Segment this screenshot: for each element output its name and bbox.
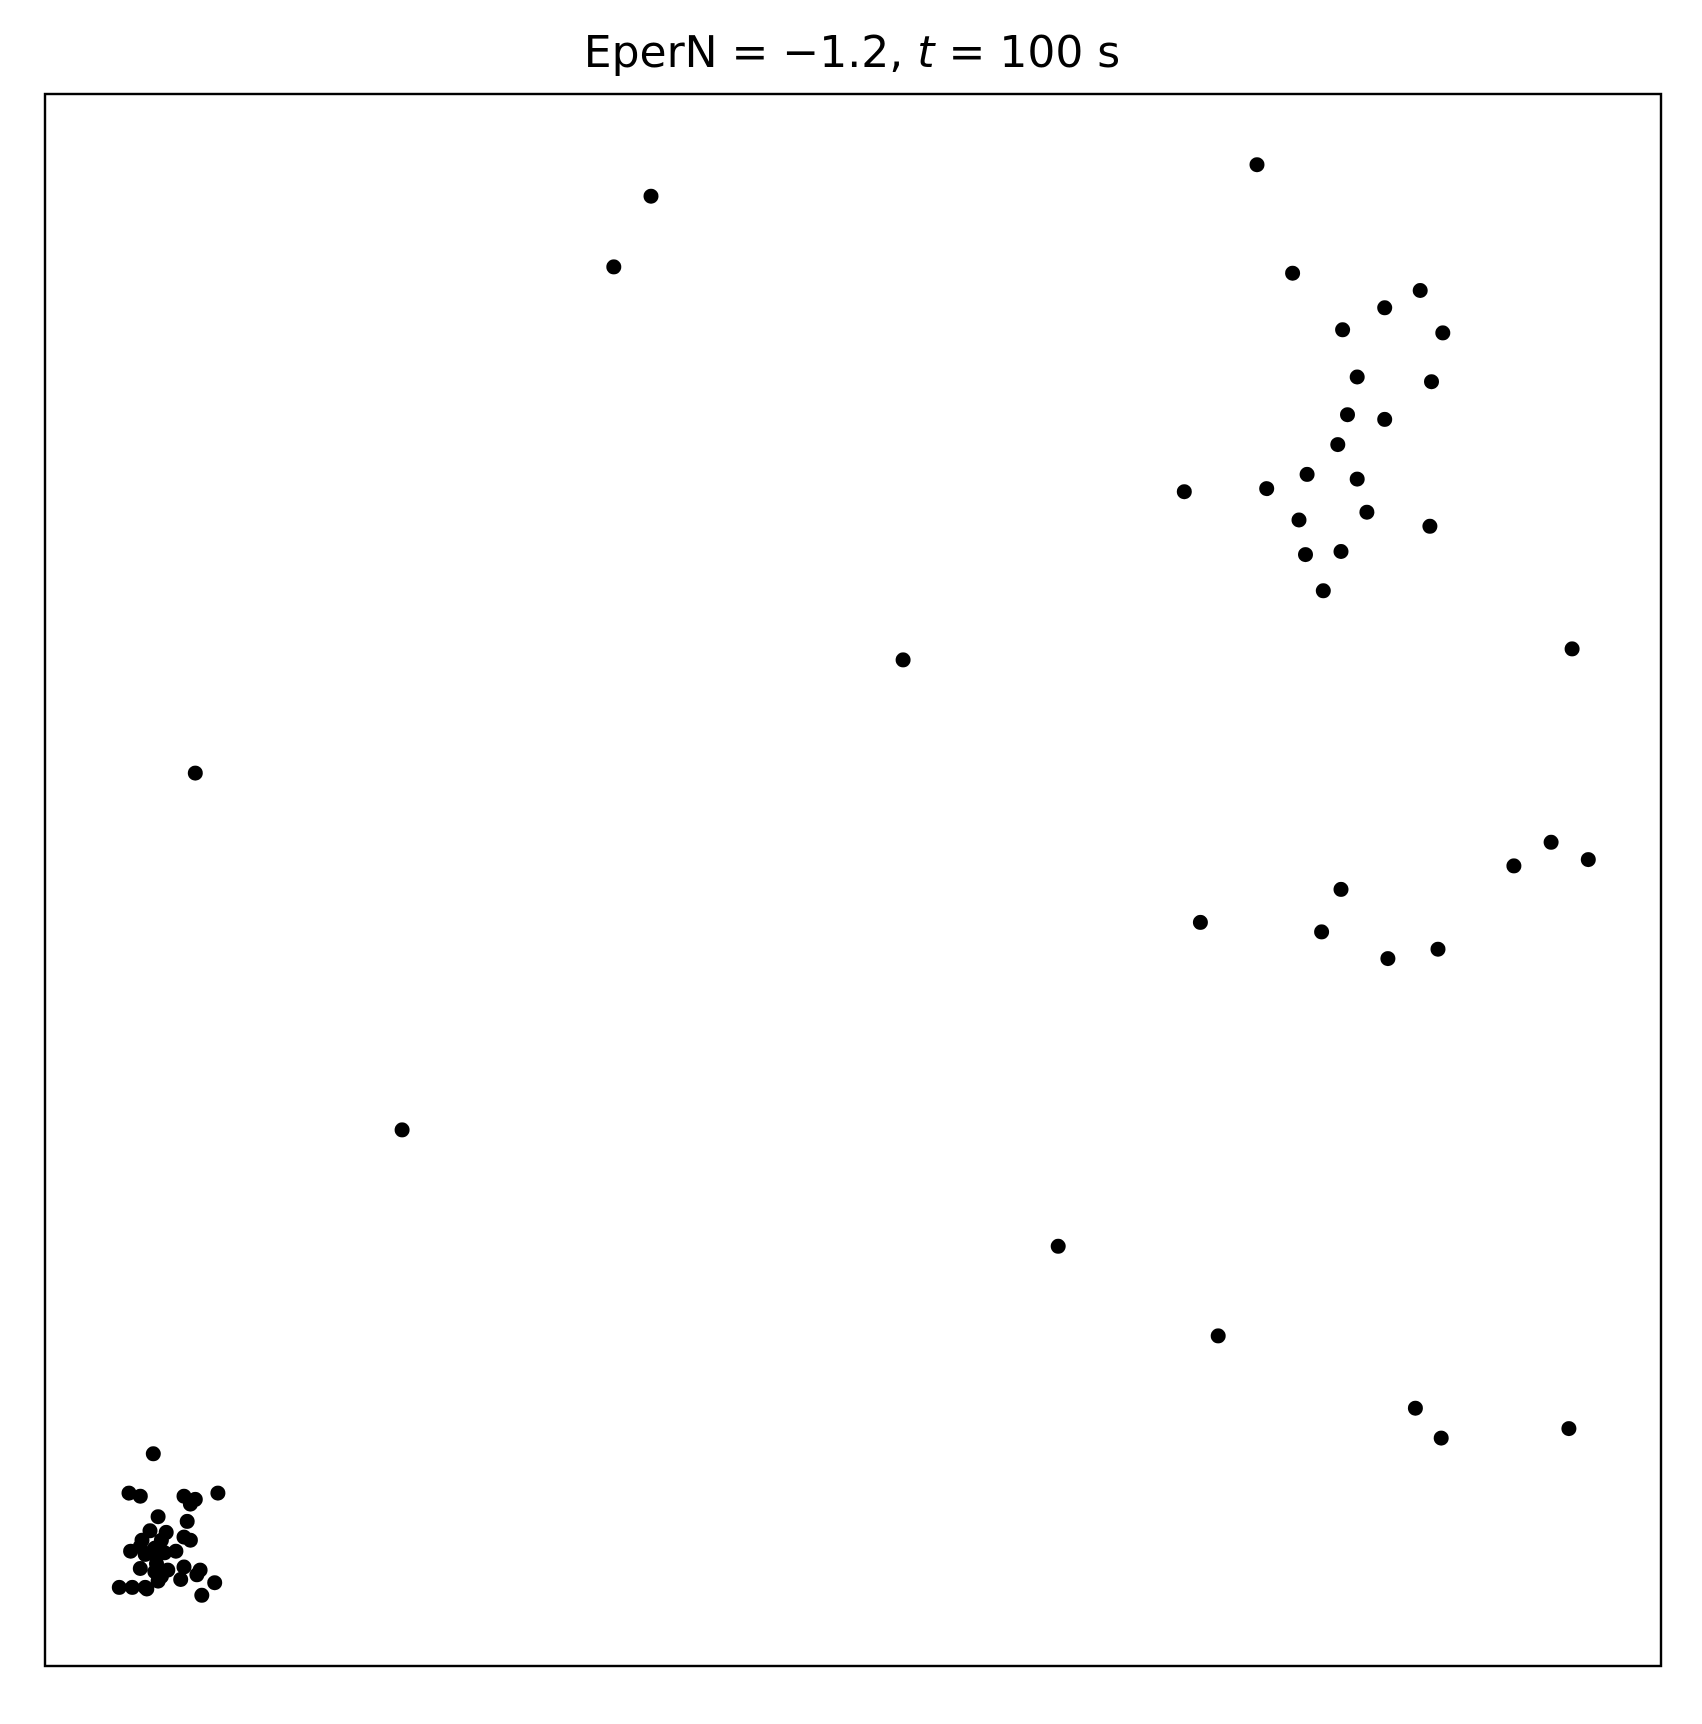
data-point-46 bbox=[210, 1485, 226, 1501]
chart-title: EperN = −1.2, t = 100 s bbox=[584, 27, 1120, 78]
data-point-27 bbox=[1543, 834, 1559, 850]
data-point-40 bbox=[1561, 1421, 1577, 1437]
data-point-18 bbox=[1359, 504, 1375, 520]
data-point-14 bbox=[1299, 466, 1315, 482]
data-point-15 bbox=[1349, 471, 1365, 487]
data-point-34 bbox=[1380, 951, 1396, 967]
data-point-22 bbox=[1298, 547, 1313, 563]
data-point-39 bbox=[1433, 1430, 1449, 1446]
data-point-63 bbox=[132, 1561, 148, 1576]
data-point-60 bbox=[168, 1543, 184, 1559]
data-point-77 bbox=[207, 1575, 223, 1591]
data-point-5 bbox=[1412, 283, 1428, 298]
data-point-28 bbox=[1580, 852, 1596, 868]
data-point-31 bbox=[1192, 914, 1208, 930]
data-point-72 bbox=[189, 1567, 205, 1583]
data-point-6 bbox=[1377, 300, 1393, 316]
data-points bbox=[111, 157, 1596, 1603]
plot-frame bbox=[43, 92, 1663, 1668]
data-point-17 bbox=[1259, 481, 1275, 497]
data-point-42 bbox=[121, 1485, 137, 1501]
data-point-24 bbox=[895, 652, 911, 668]
data-point-10 bbox=[1424, 374, 1439, 390]
data-point-35 bbox=[394, 1122, 410, 1138]
data-point-29 bbox=[1506, 858, 1522, 874]
data-point-70 bbox=[150, 1573, 166, 1589]
data-point-7 bbox=[1335, 322, 1351, 338]
data-point-20 bbox=[1422, 518, 1438, 534]
data-point-9 bbox=[1349, 369, 1365, 385]
data-point-21 bbox=[1333, 544, 1349, 559]
data-point-33 bbox=[1430, 941, 1446, 957]
chart-title-lead: EperN = −1.2, bbox=[584, 27, 917, 78]
data-point-61 bbox=[137, 1546, 153, 1562]
data-point-74 bbox=[124, 1579, 140, 1595]
data-point-25 bbox=[1564, 641, 1580, 657]
data-point-16 bbox=[1176, 484, 1192, 500]
data-point-12 bbox=[1330, 437, 1346, 453]
data-point-76 bbox=[139, 1581, 155, 1597]
data-point-71 bbox=[173, 1572, 189, 1587]
data-point-43 bbox=[132, 1488, 148, 1504]
data-point-38 bbox=[1407, 1400, 1423, 1416]
data-point-26 bbox=[187, 765, 203, 781]
data-point-8 bbox=[1435, 325, 1451, 341]
data-point-23 bbox=[1315, 583, 1331, 599]
data-point-3 bbox=[606, 259, 622, 275]
data-point-47 bbox=[182, 1496, 198, 1512]
data-point-1 bbox=[1249, 157, 1265, 173]
chart-title-italic: t bbox=[917, 27, 936, 78]
data-point-49 bbox=[179, 1513, 195, 1529]
data-point-19 bbox=[1291, 512, 1307, 528]
data-point-78 bbox=[194, 1587, 210, 1603]
data-point-13 bbox=[1377, 411, 1393, 427]
data-point-36 bbox=[1050, 1238, 1066, 1254]
data-point-11 bbox=[1340, 407, 1355, 423]
data-point-37 bbox=[1210, 1328, 1226, 1344]
data-point-48 bbox=[150, 1509, 166, 1525]
data-point-41 bbox=[145, 1446, 161, 1462]
data-point-30 bbox=[1333, 881, 1349, 897]
data-point-67 bbox=[176, 1559, 192, 1575]
data-point-55 bbox=[182, 1532, 198, 1548]
data-point-4 bbox=[1285, 265, 1301, 281]
chart-title-tail: = 100 s bbox=[935, 27, 1121, 78]
data-point-32 bbox=[1314, 924, 1330, 940]
data-point-73 bbox=[111, 1579, 127, 1595]
data-point-2 bbox=[643, 188, 659, 204]
